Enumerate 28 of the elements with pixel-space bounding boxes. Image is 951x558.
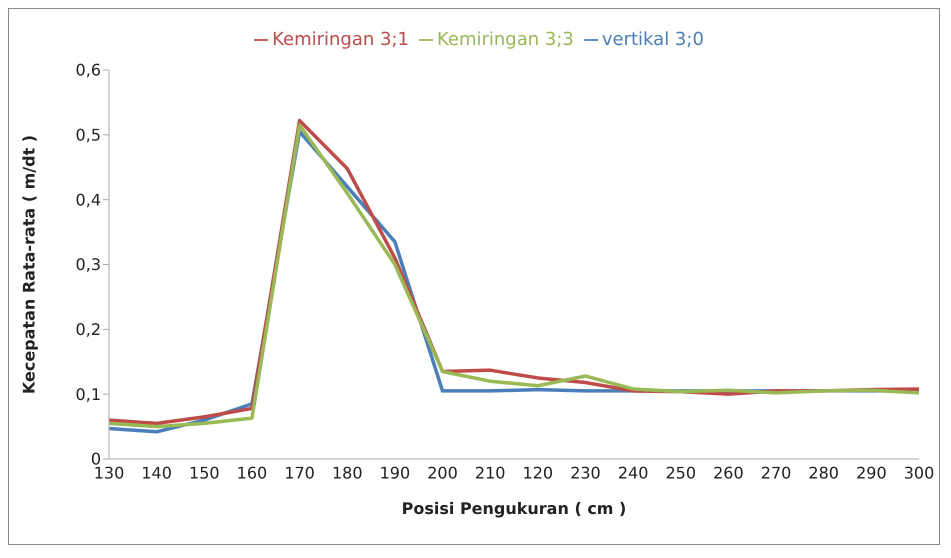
y-tick-label: 0,5	[76, 126, 101, 145]
x-tick-label: 230	[570, 463, 601, 482]
x-tick-label: 290	[856, 463, 887, 482]
legend-label: Kemiringan 3;3	[436, 29, 574, 50]
x-tick-label: 190	[380, 463, 410, 482]
y-tick-label: 0,2	[76, 320, 101, 340]
y-tick-label: 0,1	[76, 384, 101, 404]
x-tick-label: 150	[189, 463, 220, 482]
y-tick-label: 0,3	[76, 255, 101, 274]
y-axis-title: Kecepatan Rata-rata ( m/dt )	[20, 134, 39, 394]
x-tick-label: 120	[522, 463, 554, 482]
x-tick-label: 250	[665, 463, 696, 482]
x-tick-label: 280	[808, 463, 839, 482]
y-tick-label: 0,4	[76, 190, 101, 210]
legend-label: Kemiringan 3;1	[272, 29, 409, 50]
x-tick-label: 270	[760, 463, 792, 482]
x-tick-label: 240	[618, 463, 648, 482]
x-tick-label: 140	[141, 463, 172, 482]
x-tick-label: 160	[236, 463, 268, 482]
x-tick-label: 200	[427, 463, 458, 482]
x-tick-label: 180	[332, 463, 363, 482]
y-tick-label: 0,6	[76, 60, 101, 80]
x-tick-label: 210	[474, 463, 506, 482]
x-tick-label: 260	[713, 463, 744, 482]
x-axis-title: Posisi Pengukuran ( cm )	[402, 499, 626, 518]
x-tick-label: 170	[284, 463, 315, 482]
x-tick-label: 300	[904, 463, 934, 482]
legend-label: vertikal 3;0	[602, 29, 704, 50]
